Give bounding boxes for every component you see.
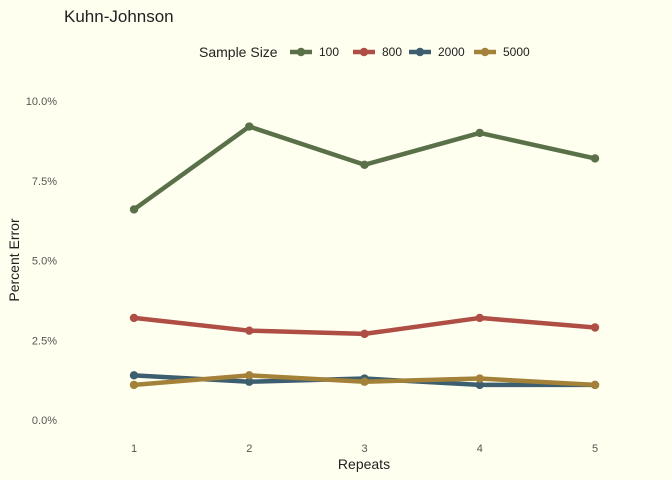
legend-title: Sample Size (199, 44, 278, 60)
y-tick-label: 7.5% (32, 176, 57, 188)
legend-label: 5000 (503, 45, 530, 59)
legend-key-point (359, 47, 369, 57)
y-axis-label: Percent Error (6, 218, 22, 302)
data-point (245, 371, 254, 380)
data-point (129, 371, 139, 380)
series-100 (129, 122, 600, 214)
data-point (245, 122, 254, 131)
x-tick-label: 4 (477, 443, 483, 455)
legend-key-point (415, 47, 425, 57)
data-point (129, 313, 139, 323)
data-point (475, 374, 484, 383)
legend-item-2000: 2000 (409, 45, 465, 59)
data-point (590, 323, 600, 332)
y-tick-label: 5.0% (32, 256, 57, 268)
legend-item-800: 800 (353, 45, 402, 59)
data-point (590, 154, 600, 163)
data-point (475, 313, 484, 323)
x-tick-label: 3 (361, 443, 367, 455)
y-tick-label: 2.5% (32, 335, 57, 347)
data-point (475, 128, 484, 138)
data-point (590, 380, 600, 390)
x-tick-label: 5 (592, 443, 598, 455)
legend-key-point (480, 47, 490, 57)
data-point (360, 160, 369, 169)
x-tick-label: 1 (131, 443, 137, 455)
data-point (245, 326, 254, 335)
legend-key-point (296, 47, 306, 57)
series-800 (129, 313, 600, 339)
plot-area (129, 122, 600, 390)
data-point (360, 329, 369, 339)
legend-label: 800 (382, 45, 402, 59)
x-axis: 1 2 3 4 5 (131, 443, 598, 455)
legend: Sample Size 100 800 2000 5000 (199, 44, 530, 60)
data-point (245, 377, 254, 386)
data-point (129, 380, 139, 390)
legend-item-5000: 5000 (474, 45, 530, 59)
series-5000 (129, 371, 600, 390)
data-point (475, 380, 484, 390)
chart-title: Kuhn-Johnson (64, 7, 174, 26)
legend-label: 100 (319, 45, 339, 59)
legend-item-100: 100 (290, 45, 339, 59)
x-axis-label: Repeats (338, 456, 390, 472)
x-tick-label: 2 (246, 443, 252, 455)
data-point (129, 205, 139, 214)
y-tick-label: 10.0% (26, 96, 57, 108)
legend-label: 2000 (438, 45, 465, 59)
data-point (360, 377, 369, 386)
y-axis: 0.0% 2.5% 5.0% 7.5% 10.0% (26, 96, 57, 427)
y-tick-label: 0.0% (32, 415, 57, 427)
